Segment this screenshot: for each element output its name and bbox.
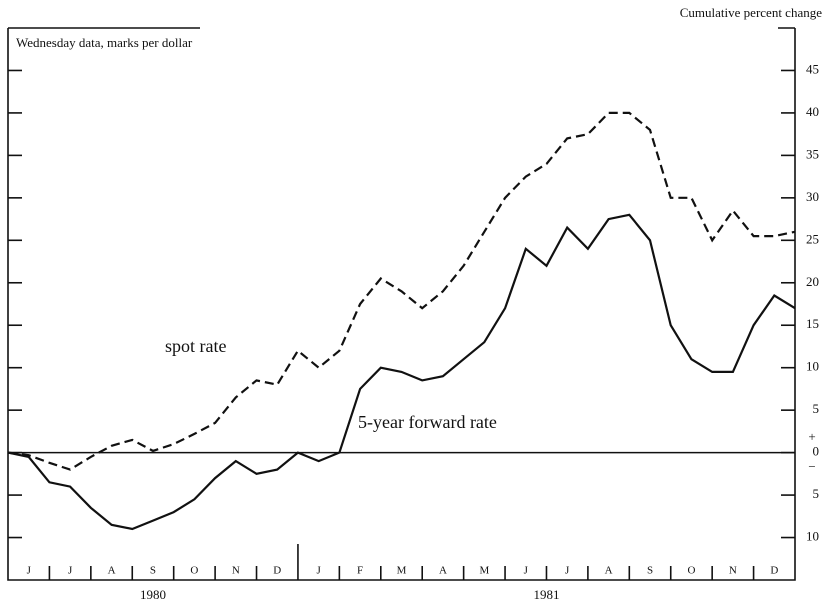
series-label: spot rate	[165, 336, 226, 356]
y-tick-label: 20	[806, 274, 819, 289]
y-tick-label: 15	[806, 316, 819, 331]
x-tick-label: M	[397, 565, 407, 577]
y-tick-label: 10	[806, 359, 819, 374]
line-series	[7, 213, 796, 531]
line-series	[7, 111, 796, 471]
chart-title: Cumulative percent change	[680, 5, 822, 20]
x-tick-label: S	[647, 565, 653, 577]
x-tick-label: A	[605, 565, 613, 577]
x-tick-label: N	[729, 565, 737, 577]
y-tick-label: 40	[806, 104, 819, 119]
series-label: 5-year forward rate	[358, 412, 497, 432]
sign-label: +	[808, 429, 815, 444]
x-tick-label: J	[565, 565, 570, 577]
x-tick-label: A	[439, 565, 447, 577]
y-tick-label: 5	[813, 401, 820, 416]
sign-label: −	[808, 459, 815, 474]
x-tick-label: J	[68, 565, 73, 577]
x-tick-label: O	[190, 565, 198, 577]
year-label: 1980	[140, 587, 166, 602]
x-tick-label: J	[27, 565, 32, 577]
x-tick-label: J	[524, 565, 529, 577]
y-tick-label: 35	[806, 146, 819, 161]
x-tick-label: D	[770, 565, 778, 577]
x-tick-label: O	[687, 565, 695, 577]
axis-frame	[7, 27, 796, 581]
year-label: 1981	[533, 587, 559, 602]
x-tick-label: M	[479, 565, 489, 577]
x-tick-label: F	[357, 565, 363, 577]
x-tick-label: S	[150, 565, 156, 577]
chart-subtitle: Wednesday data, marks per dollar	[16, 35, 193, 50]
y-tick-label: 45	[806, 61, 819, 76]
y-tick-label: 0	[813, 444, 820, 459]
x-tick-label: D	[273, 565, 281, 577]
x-tick-label: J	[317, 565, 322, 577]
y-tick-label: 10	[806, 529, 819, 544]
x-tick-label: A	[108, 565, 116, 577]
y-tick-label: 30	[806, 189, 819, 204]
y-tick-label: 25	[806, 231, 819, 246]
y-tick-label: 5	[813, 486, 820, 501]
x-tick-label: N	[232, 565, 240, 577]
